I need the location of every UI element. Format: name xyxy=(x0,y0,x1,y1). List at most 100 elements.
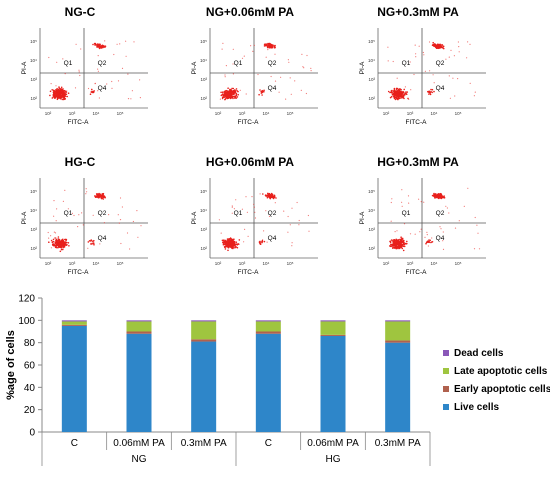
event-dot xyxy=(389,245,391,247)
event-dot xyxy=(220,232,222,234)
event-dot xyxy=(253,206,255,208)
event-dot xyxy=(302,66,304,68)
event-dot xyxy=(104,40,106,42)
event-dot xyxy=(407,195,410,197)
event-dot xyxy=(228,242,231,244)
event-dot xyxy=(400,236,402,238)
event-dot xyxy=(56,61,58,63)
event-dot xyxy=(391,91,393,94)
x-tick-label: 10³ xyxy=(69,111,76,116)
event-dots xyxy=(48,40,141,101)
event-dot xyxy=(438,46,441,48)
bar-segment xyxy=(191,339,217,342)
event-dot xyxy=(442,45,445,48)
event-dot xyxy=(267,49,269,51)
event-dot xyxy=(399,242,402,245)
event-dot xyxy=(56,98,59,100)
panel-title: HG+0.3mM PA xyxy=(377,155,459,169)
event-dot xyxy=(52,89,55,92)
event-dot xyxy=(301,53,303,56)
event-dot xyxy=(54,244,57,247)
legend-label: Live cells xyxy=(454,402,499,413)
event-dot xyxy=(60,242,62,245)
event-dot xyxy=(55,90,57,93)
event-dot xyxy=(52,96,54,98)
stacked-bar-chart: 0 20 40 60 80 100 120 %age of cells C 0.06mM PA 0.… xyxy=(5,294,550,466)
event-dot xyxy=(232,247,234,249)
event-dot xyxy=(259,241,261,243)
event-dot xyxy=(291,245,293,247)
event-dot xyxy=(57,246,59,249)
event-dot xyxy=(434,195,437,198)
event-dot xyxy=(441,197,443,199)
y-tick-label: 10⁵ xyxy=(30,39,37,44)
event-dot xyxy=(403,223,406,225)
event-dot xyxy=(452,77,454,79)
event-dot xyxy=(119,43,121,45)
event-dot xyxy=(132,220,134,223)
y-tick-label: 10³ xyxy=(30,77,37,82)
event-dot xyxy=(413,73,415,76)
quadrant-label-q2: Q2 xyxy=(98,60,107,67)
event-dot xyxy=(389,241,392,244)
event-dot xyxy=(221,93,224,96)
event-dot xyxy=(222,240,224,242)
event-dot xyxy=(62,238,64,241)
event-dot xyxy=(274,53,276,55)
event-dot xyxy=(445,58,447,60)
event-dot xyxy=(267,46,269,49)
event-dot xyxy=(254,211,256,213)
event-dot xyxy=(229,88,231,91)
event-dot xyxy=(98,43,100,46)
event-dot xyxy=(442,231,444,233)
bar-segment xyxy=(385,340,411,343)
event-dot xyxy=(60,239,63,242)
event-dot xyxy=(434,43,436,46)
event-dot xyxy=(235,94,238,97)
event-dot xyxy=(393,243,395,245)
event-dot xyxy=(259,193,261,195)
event-dot xyxy=(420,228,422,230)
event-dot xyxy=(387,60,389,62)
event-dot xyxy=(224,241,227,243)
event-dot xyxy=(232,87,235,90)
event-dot xyxy=(126,232,129,234)
event-dot xyxy=(395,94,398,96)
event-dot xyxy=(253,203,255,205)
event-dot xyxy=(62,246,64,249)
event-dot xyxy=(229,94,231,96)
event-dot xyxy=(431,241,434,243)
event-dot xyxy=(130,98,132,100)
event-dot xyxy=(287,215,289,218)
event-dot xyxy=(117,80,120,82)
event-dot xyxy=(252,50,254,53)
event-dot xyxy=(218,219,220,221)
event-dot xyxy=(278,91,280,93)
event-dot xyxy=(81,212,83,214)
event-dot xyxy=(434,197,436,199)
x-tick-label: 10⁴ xyxy=(431,111,438,116)
event-dot xyxy=(67,92,70,94)
event-dot xyxy=(289,224,291,226)
event-dot xyxy=(87,241,90,243)
event-dot xyxy=(241,208,243,210)
event-dot xyxy=(389,96,392,99)
event-dot xyxy=(62,248,64,251)
x-category-label: C xyxy=(265,438,272,449)
event-dot xyxy=(402,241,404,243)
quadrant-label-q4: Q4 xyxy=(98,235,107,242)
y-axis-title: %age of cells xyxy=(5,330,17,400)
event-dot xyxy=(244,228,246,230)
event-dot xyxy=(98,196,100,199)
event-dot xyxy=(231,87,233,90)
event-dot xyxy=(61,98,63,101)
event-dot xyxy=(55,220,57,222)
event-dot xyxy=(453,55,455,57)
event-dot xyxy=(280,76,282,78)
event-dot xyxy=(414,44,416,46)
event-dot xyxy=(102,198,105,200)
event-dot xyxy=(307,214,309,217)
event-dot xyxy=(231,212,233,214)
event-dot xyxy=(405,91,407,93)
event-dot xyxy=(58,242,61,245)
